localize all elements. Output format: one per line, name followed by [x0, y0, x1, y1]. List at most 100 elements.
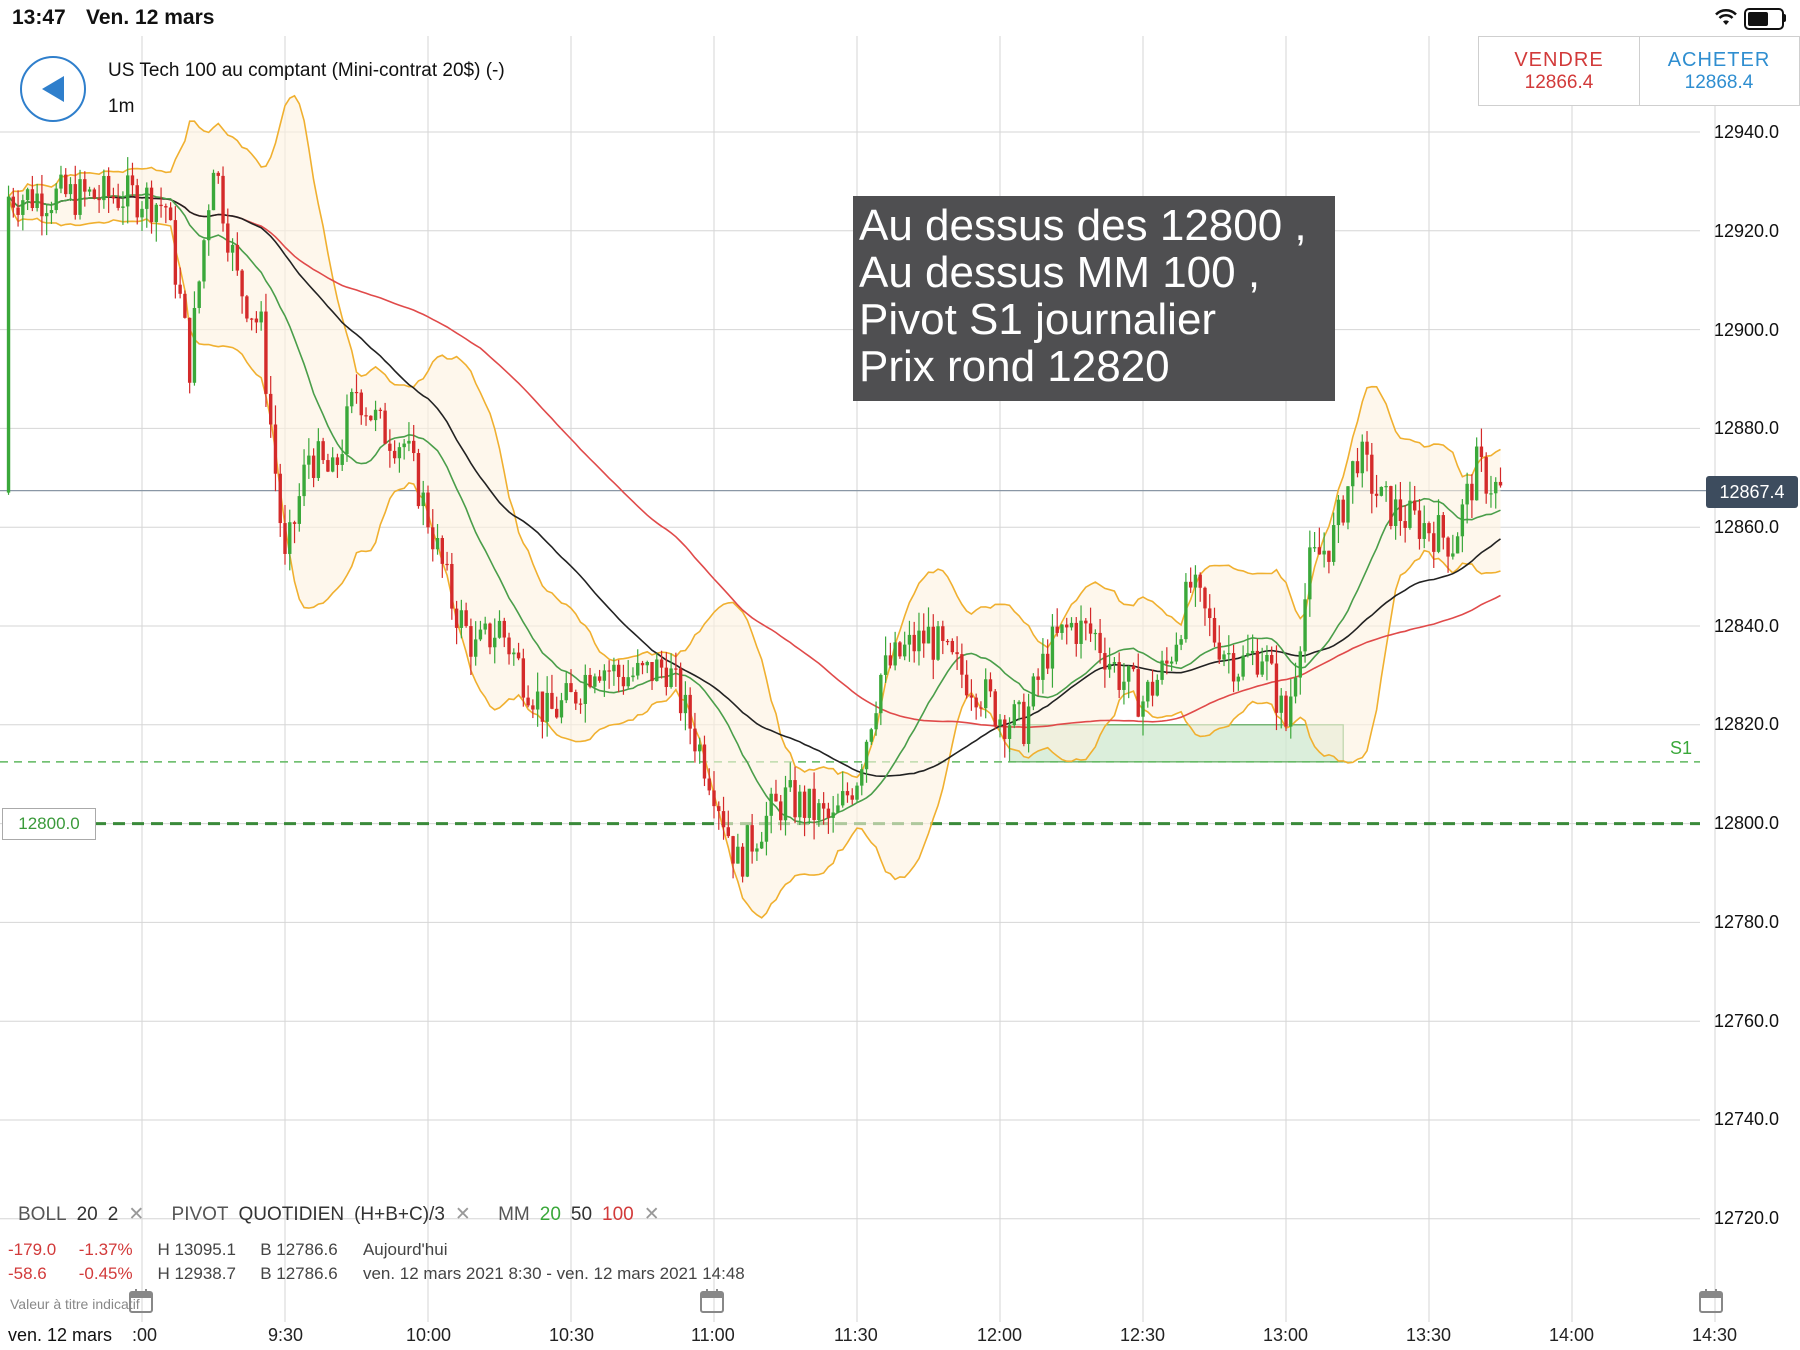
mm-name[interactable]: MM [498, 1204, 530, 1225]
candle-body [235, 244, 240, 271]
sell-button[interactable]: VENDRE 12866.4 [1479, 37, 1640, 105]
close-icon[interactable]: ✕ [643, 1204, 660, 1225]
candle-body [54, 188, 58, 211]
candle-body [1193, 574, 1198, 588]
back-arrow-icon [42, 76, 64, 102]
candle-body [359, 392, 363, 416]
candle-body [535, 691, 540, 710]
candle-body [426, 492, 430, 528]
back-button[interactable] [20, 56, 86, 122]
candle-body [64, 174, 68, 195]
annotation-line: Pivot S1 journalier [859, 295, 1217, 344]
candle-body [16, 207, 20, 215]
candle-body [802, 791, 807, 818]
candle-body [569, 683, 573, 693]
candle-body [35, 193, 39, 208]
candle-body [578, 703, 583, 705]
watermark-text: Valeur à titre indicatif [10, 1296, 140, 1312]
level-12800-label[interactable]: 12800.0 [2, 808, 96, 840]
range-high: H 12938.7 [157, 1264, 236, 1283]
candle-body [783, 787, 788, 821]
candle-body [521, 658, 526, 698]
candle-body [526, 697, 530, 706]
candle-body [1212, 618, 1217, 643]
candlesticks [6, 157, 1503, 883]
candle-body [812, 788, 816, 820]
candle-body [659, 659, 664, 668]
candle-body [850, 795, 854, 800]
close-icon[interactable]: ✕ [454, 1204, 471, 1225]
candle-body [483, 623, 487, 630]
candle-body [874, 713, 878, 730]
candle-body [1317, 547, 1322, 555]
candle-body [645, 661, 649, 666]
candle-body [602, 670, 607, 681]
candle-body [431, 527, 435, 550]
calendar-icon[interactable] [128, 1288, 154, 1314]
candle-body [1198, 574, 1202, 588]
candle-body [197, 281, 201, 308]
candle-body [1045, 653, 1050, 669]
boll-name[interactable]: BOLL [18, 1204, 67, 1225]
candle-body [1088, 623, 1093, 634]
candle-body [1179, 639, 1183, 645]
timeframe-label[interactable]: 1m [108, 96, 135, 117]
candle-body [1470, 483, 1474, 501]
wifi-icon [1714, 8, 1738, 31]
candle-body [1494, 481, 1498, 494]
candle-body [626, 677, 630, 687]
candle-body [30, 189, 35, 208]
buy-button[interactable]: ACHETER 12868.4 [1639, 37, 1799, 105]
candle-body [1127, 666, 1131, 682]
candle-body [445, 563, 449, 566]
today-label: Aujourd'hui [362, 1240, 448, 1259]
candle-body [1451, 553, 1455, 557]
candle-body [1017, 701, 1021, 705]
candle-body [1393, 499, 1398, 527]
candle-body [845, 791, 850, 796]
candle-body [1217, 642, 1221, 660]
candle-body [1346, 486, 1350, 523]
candle-body [1050, 626, 1055, 669]
calendar-icon[interactable] [1698, 1288, 1724, 1314]
candle-body [917, 630, 921, 652]
candle-body [1146, 681, 1150, 702]
mm-100: 100 [602, 1204, 634, 1225]
boll-period: 20 [76, 1204, 98, 1225]
candle-body [397, 447, 402, 459]
candle-body [1022, 701, 1026, 744]
candle-body [11, 196, 15, 208]
price-tick: 12780.0 [1714, 912, 1780, 932]
calendar-icon[interactable] [699, 1288, 725, 1314]
status-bar: 13:47 Ven. 12 mars [0, 0, 1800, 36]
candle-body [1103, 653, 1107, 670]
candle-body [869, 729, 873, 742]
candle-body [1489, 493, 1493, 495]
time-tick: 14:00 [1549, 1325, 1595, 1345]
candle-body [631, 675, 635, 678]
candle-body [1188, 581, 1193, 588]
candle-body [993, 691, 997, 726]
candle-body [311, 455, 316, 478]
annotation-box[interactable]: Au dessus des 12800 , Au dessus MM 100 ,… [853, 196, 1335, 401]
candle-body [1446, 537, 1450, 557]
candle-body [1208, 608, 1212, 619]
candle-body [1270, 655, 1274, 664]
candle-body [178, 284, 182, 294]
candle-body [669, 668, 673, 688]
candle-body [902, 644, 907, 657]
candle-body [1360, 441, 1364, 474]
candle-body [469, 626, 473, 657]
pivot-name[interactable]: PIVOT [171, 1204, 229, 1225]
current-price-marker: 12867.4 [1706, 476, 1798, 508]
time-tick: 12:30 [1120, 1325, 1166, 1345]
candle-body [1374, 493, 1379, 496]
candle-body [1222, 654, 1226, 660]
close-icon[interactable]: ✕ [128, 1204, 145, 1225]
candle-body [1169, 661, 1174, 664]
candle-body [998, 719, 1002, 726]
candle-body [1408, 500, 1412, 528]
candle-body [1007, 725, 1012, 739]
status-time: 13:47 [12, 6, 66, 29]
